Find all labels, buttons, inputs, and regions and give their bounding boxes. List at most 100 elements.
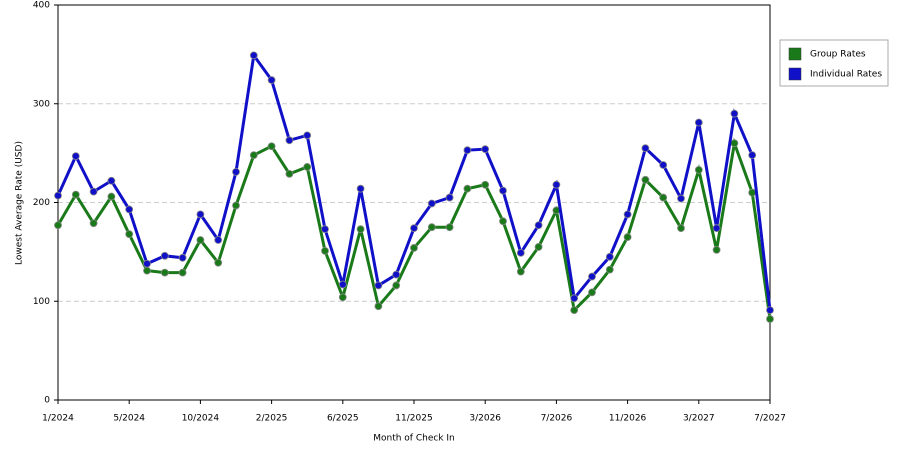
x-tick-label: 5/2024 <box>113 414 145 424</box>
data-point <box>178 253 187 262</box>
data-point <box>659 193 668 202</box>
x-tick-label: 3/2026 <box>469 414 501 424</box>
data-point <box>605 265 614 274</box>
data-point <box>694 118 703 127</box>
data-point <box>143 266 151 275</box>
data-point <box>570 306 579 315</box>
data-point <box>232 167 240 176</box>
legend-swatch <box>788 47 802 61</box>
data-point <box>285 169 294 178</box>
x-tick-label: 3/2027 <box>683 414 715 424</box>
x-tick-label: 7/2027 <box>754 414 786 424</box>
data-point <box>570 294 579 303</box>
x-tick-label: 1/2024 <box>42 414 74 424</box>
data-point <box>623 210 632 219</box>
y-tick-label: 0 <box>44 396 50 406</box>
data-point <box>71 190 80 199</box>
data-point <box>107 176 116 185</box>
data-point <box>427 223 436 232</box>
data-point <box>321 246 329 255</box>
legend-label: Individual Rates <box>810 70 882 80</box>
data-point <box>677 194 685 203</box>
data-point <box>410 244 418 252</box>
data-point <box>392 270 401 279</box>
data-point <box>730 109 739 118</box>
data-point <box>321 225 329 234</box>
data-point <box>641 175 650 184</box>
data-point <box>356 184 365 193</box>
y-tick-label: 200 <box>33 198 50 208</box>
data-point <box>766 306 774 315</box>
data-point <box>267 76 276 84</box>
data-point <box>160 251 169 260</box>
data-point <box>499 217 507 226</box>
x-tick-label: 11/2025 <box>395 414 432 424</box>
data-point <box>392 281 401 290</box>
data-point <box>249 151 258 160</box>
data-point <box>677 224 685 233</box>
data-point <box>552 180 561 189</box>
data-point <box>125 230 134 239</box>
x-tick-label: 11/2026 <box>609 414 647 424</box>
data-point <box>107 192 116 201</box>
data-point <box>712 224 721 233</box>
data-point <box>267 142 276 151</box>
data-point <box>463 146 472 155</box>
data-point <box>214 258 223 267</box>
data-point <box>766 315 774 323</box>
y-tick-label: 100 <box>33 297 50 307</box>
data-point <box>54 191 62 200</box>
data-point <box>499 186 507 195</box>
data-point <box>694 166 703 174</box>
data-point <box>481 180 490 189</box>
data-point <box>730 139 739 148</box>
x-axis-title: Month of Check In <box>373 434 455 444</box>
data-point <box>623 233 632 241</box>
data-point <box>89 219 98 228</box>
y-tick-label: 400 <box>33 1 50 11</box>
y-axis-title: Lowest Average Rate (USD) <box>15 141 25 265</box>
y-tick-label: 300 <box>33 99 50 109</box>
x-tick-label: 7/2026 <box>541 414 573 424</box>
data-point <box>516 267 525 276</box>
data-point <box>196 236 205 244</box>
data-point <box>356 225 365 234</box>
x-tick-label: 6/2025 <box>327 414 359 424</box>
data-point <box>285 136 294 145</box>
data-point <box>516 248 525 257</box>
data-point <box>338 280 347 289</box>
data-point <box>160 268 169 277</box>
data-point <box>214 236 223 244</box>
data-point <box>588 272 596 281</box>
data-point <box>659 161 668 169</box>
data-point <box>232 201 240 210</box>
data-point <box>125 205 134 214</box>
data-point <box>445 223 454 232</box>
data-point <box>374 281 383 290</box>
data-point <box>605 252 614 261</box>
legend-label: Group Rates <box>810 50 866 60</box>
data-point <box>249 51 258 60</box>
data-point <box>196 210 205 219</box>
data-point <box>534 221 543 230</box>
data-point <box>445 193 454 202</box>
data-point <box>481 145 490 154</box>
data-point <box>303 163 312 171</box>
data-point <box>143 259 151 268</box>
data-point <box>463 184 472 193</box>
data-point <box>89 187 98 196</box>
x-tick-label: 2/2025 <box>256 414 288 424</box>
data-point <box>748 151 757 160</box>
data-point <box>303 131 312 140</box>
data-point <box>588 288 596 297</box>
data-point <box>71 152 80 160</box>
data-point <box>427 199 436 208</box>
data-point <box>534 243 543 251</box>
data-point <box>712 245 721 254</box>
data-point <box>410 224 418 233</box>
data-point <box>641 144 650 153</box>
data-point <box>54 221 62 230</box>
data-point <box>374 302 383 311</box>
